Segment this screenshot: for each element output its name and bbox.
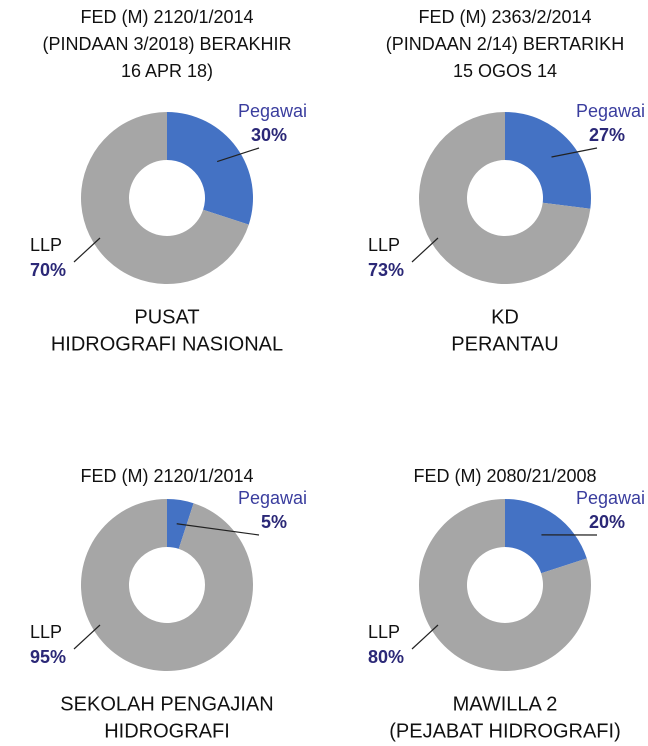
- slice: [80, 112, 249, 284]
- chart-title: FED (M) 2363/2/2014: [418, 7, 591, 27]
- value-label: 95%: [30, 647, 66, 667]
- legend-label: Pegawai: [576, 488, 645, 508]
- leader-line: [73, 624, 101, 650]
- legend-label: LLP: [30, 235, 62, 255]
- caption: (PEJABAT HIDROGRAFI): [389, 720, 621, 742]
- chart-title: (PINDAAN 3/2018) BERAKHIR: [42, 34, 291, 54]
- legend-label: LLP: [368, 622, 400, 642]
- leader-line: [176, 523, 260, 536]
- chart-title: FED (M) 2120/1/2014: [80, 466, 253, 486]
- caption: PUSAT: [134, 306, 199, 328]
- value-label: 27%: [589, 125, 625, 145]
- slice: [419, 112, 591, 284]
- leader-line: [216, 147, 260, 163]
- slice: [167, 112, 253, 225]
- leader-line: [73, 237, 101, 263]
- slice: [505, 112, 591, 209]
- slice: [418, 499, 591, 672]
- caption: MAWILLA 2: [453, 693, 558, 715]
- chart-title: 15 OGOS 14: [453, 61, 557, 81]
- caption: SEKOLAH PENGAJIAN: [60, 693, 273, 715]
- leader-line: [411, 237, 439, 263]
- legend-label: Pegawai: [238, 101, 307, 121]
- leader-line: [411, 624, 439, 650]
- legend-label: Pegawai: [576, 101, 645, 121]
- legend-label: Pegawai: [238, 488, 307, 508]
- caption: HIDROGRAFI NASIONAL: [51, 333, 283, 355]
- slice: [505, 499, 587, 574]
- chart-title: FED (M) 2080/21/2008: [413, 466, 596, 486]
- caption: PERANTAU: [451, 333, 558, 355]
- slice: [80, 499, 253, 671]
- caption: HIDROGRAFI: [104, 720, 230, 742]
- value-label: 20%: [589, 512, 625, 532]
- value-label: 5%: [261, 512, 287, 532]
- value-label: 73%: [368, 260, 404, 280]
- chart-title: (PINDAAN 2/14) BERTARIKH: [386, 34, 624, 54]
- chart-title: FED (M) 2120/1/2014: [80, 7, 253, 27]
- value-label: 30%: [251, 125, 287, 145]
- leader-line: [551, 147, 598, 158]
- caption: KD: [491, 306, 519, 328]
- chart-title: 16 APR 18): [121, 61, 213, 81]
- legend-label: LLP: [30, 622, 62, 642]
- value-label: 70%: [30, 260, 66, 280]
- value-label: 80%: [368, 647, 404, 667]
- legend-label: LLP: [368, 235, 400, 255]
